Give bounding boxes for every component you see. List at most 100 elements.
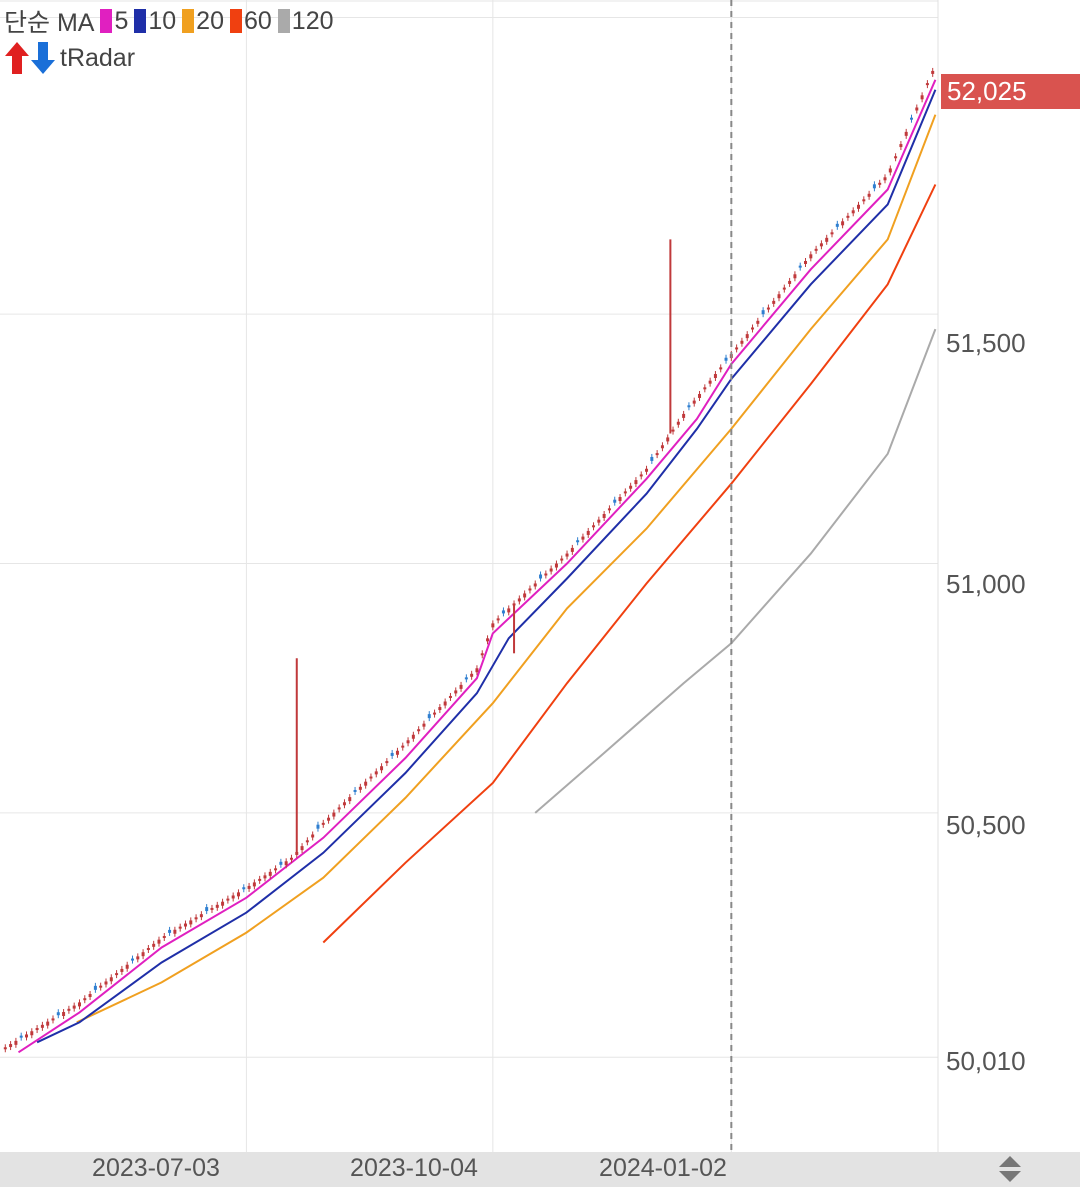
candle-body xyxy=(507,608,511,613)
candle-body xyxy=(788,280,792,284)
candle-body xyxy=(851,210,855,214)
candle-body xyxy=(915,107,919,111)
candle-body xyxy=(152,943,156,947)
candle-body xyxy=(231,895,235,899)
candle-body xyxy=(724,357,728,361)
tradar-indicator[interactable]: tRadar xyxy=(4,40,135,76)
candle-body xyxy=(766,307,770,310)
candle-body xyxy=(125,964,129,969)
candle-body xyxy=(263,875,267,879)
grid xyxy=(0,0,938,1152)
candle-body xyxy=(740,340,744,344)
candle-body xyxy=(93,985,97,990)
candle-body xyxy=(369,776,373,779)
candle-body xyxy=(549,568,553,572)
last-price-tag: 52,025 xyxy=(941,74,1080,109)
candle-body xyxy=(618,497,622,502)
candle-body xyxy=(597,519,601,523)
candle-body xyxy=(99,985,103,988)
candle-body xyxy=(565,553,569,557)
ma60-line xyxy=(322,184,937,944)
ma10-swatch xyxy=(134,9,147,33)
candle-body xyxy=(719,367,723,370)
candle-body xyxy=(14,1040,18,1045)
candle-body xyxy=(708,380,712,384)
candle-body xyxy=(756,320,760,324)
candle-body xyxy=(523,593,527,598)
candle-body xyxy=(385,761,389,764)
ma20-swatch xyxy=(182,9,195,33)
ma20-line xyxy=(76,114,937,1024)
candle-body xyxy=(83,998,87,1001)
candle-body xyxy=(761,310,765,315)
candle-body xyxy=(835,223,839,227)
candle-body xyxy=(925,83,929,86)
candle-body xyxy=(793,274,797,279)
candle-body xyxy=(920,95,924,100)
candle-body xyxy=(162,936,166,938)
candle-body xyxy=(284,861,288,866)
candle-body xyxy=(878,182,882,185)
candle-body xyxy=(692,400,696,404)
candle-body xyxy=(348,797,352,802)
candle-body xyxy=(395,750,399,755)
candle-body xyxy=(35,1028,39,1031)
candle-body xyxy=(136,956,140,960)
candle-body xyxy=(634,480,638,485)
x-axis-bar[interactable] xyxy=(0,1152,1080,1187)
candle-body xyxy=(698,393,702,398)
candle-body xyxy=(406,740,410,744)
candle-body xyxy=(528,588,532,591)
candle-body xyxy=(613,499,617,503)
candle-body xyxy=(782,287,786,290)
candle-body xyxy=(650,456,654,461)
candle-body xyxy=(777,294,781,299)
candle-body xyxy=(888,168,892,173)
candle-body xyxy=(581,536,585,540)
candle-body xyxy=(745,334,749,339)
candle-body xyxy=(480,653,484,656)
candle-body xyxy=(401,745,405,748)
candle-body xyxy=(544,573,548,576)
candle-body xyxy=(242,887,246,890)
candle-body xyxy=(560,558,564,561)
ma120-swatch xyxy=(277,9,290,33)
scroll-updown-icon[interactable] xyxy=(996,1153,1024,1185)
ma-legend[interactable]: 단순 MA 5 10 20 60 120 xyxy=(4,3,338,39)
candle-body xyxy=(586,530,590,535)
candle-body xyxy=(703,387,707,390)
candle-body xyxy=(422,723,426,727)
candle-body xyxy=(417,729,421,732)
candle-body xyxy=(841,221,845,226)
candle-body xyxy=(104,981,108,985)
candle-body xyxy=(194,917,198,920)
candle-body xyxy=(390,752,394,756)
ma10-line xyxy=(36,89,937,1044)
candle-body xyxy=(713,374,717,379)
candle-body xyxy=(30,1031,34,1036)
candle-body xyxy=(146,948,150,951)
candle-body xyxy=(846,215,850,218)
candle-body xyxy=(168,929,172,933)
candle-body xyxy=(687,405,691,408)
candle-body xyxy=(539,574,543,579)
candle-body xyxy=(72,1005,76,1009)
ma5-line xyxy=(17,79,937,1054)
candle-body xyxy=(639,474,643,477)
candle-body xyxy=(321,822,325,825)
candle-body xyxy=(9,1044,13,1048)
candle-body xyxy=(623,491,627,494)
candle-body xyxy=(178,926,182,929)
candle-body xyxy=(300,846,304,851)
candle-body xyxy=(337,807,341,810)
candle-body xyxy=(629,485,633,489)
ma60-swatch xyxy=(229,9,242,33)
candle-body xyxy=(682,413,686,418)
candle-body xyxy=(215,904,219,908)
candle-body xyxy=(931,70,935,74)
ma20-label: 20 xyxy=(196,6,224,35)
x-tick-label: 2023-10-04 xyxy=(350,1154,478,1182)
candle-body xyxy=(205,907,209,912)
candle-body xyxy=(364,781,368,786)
